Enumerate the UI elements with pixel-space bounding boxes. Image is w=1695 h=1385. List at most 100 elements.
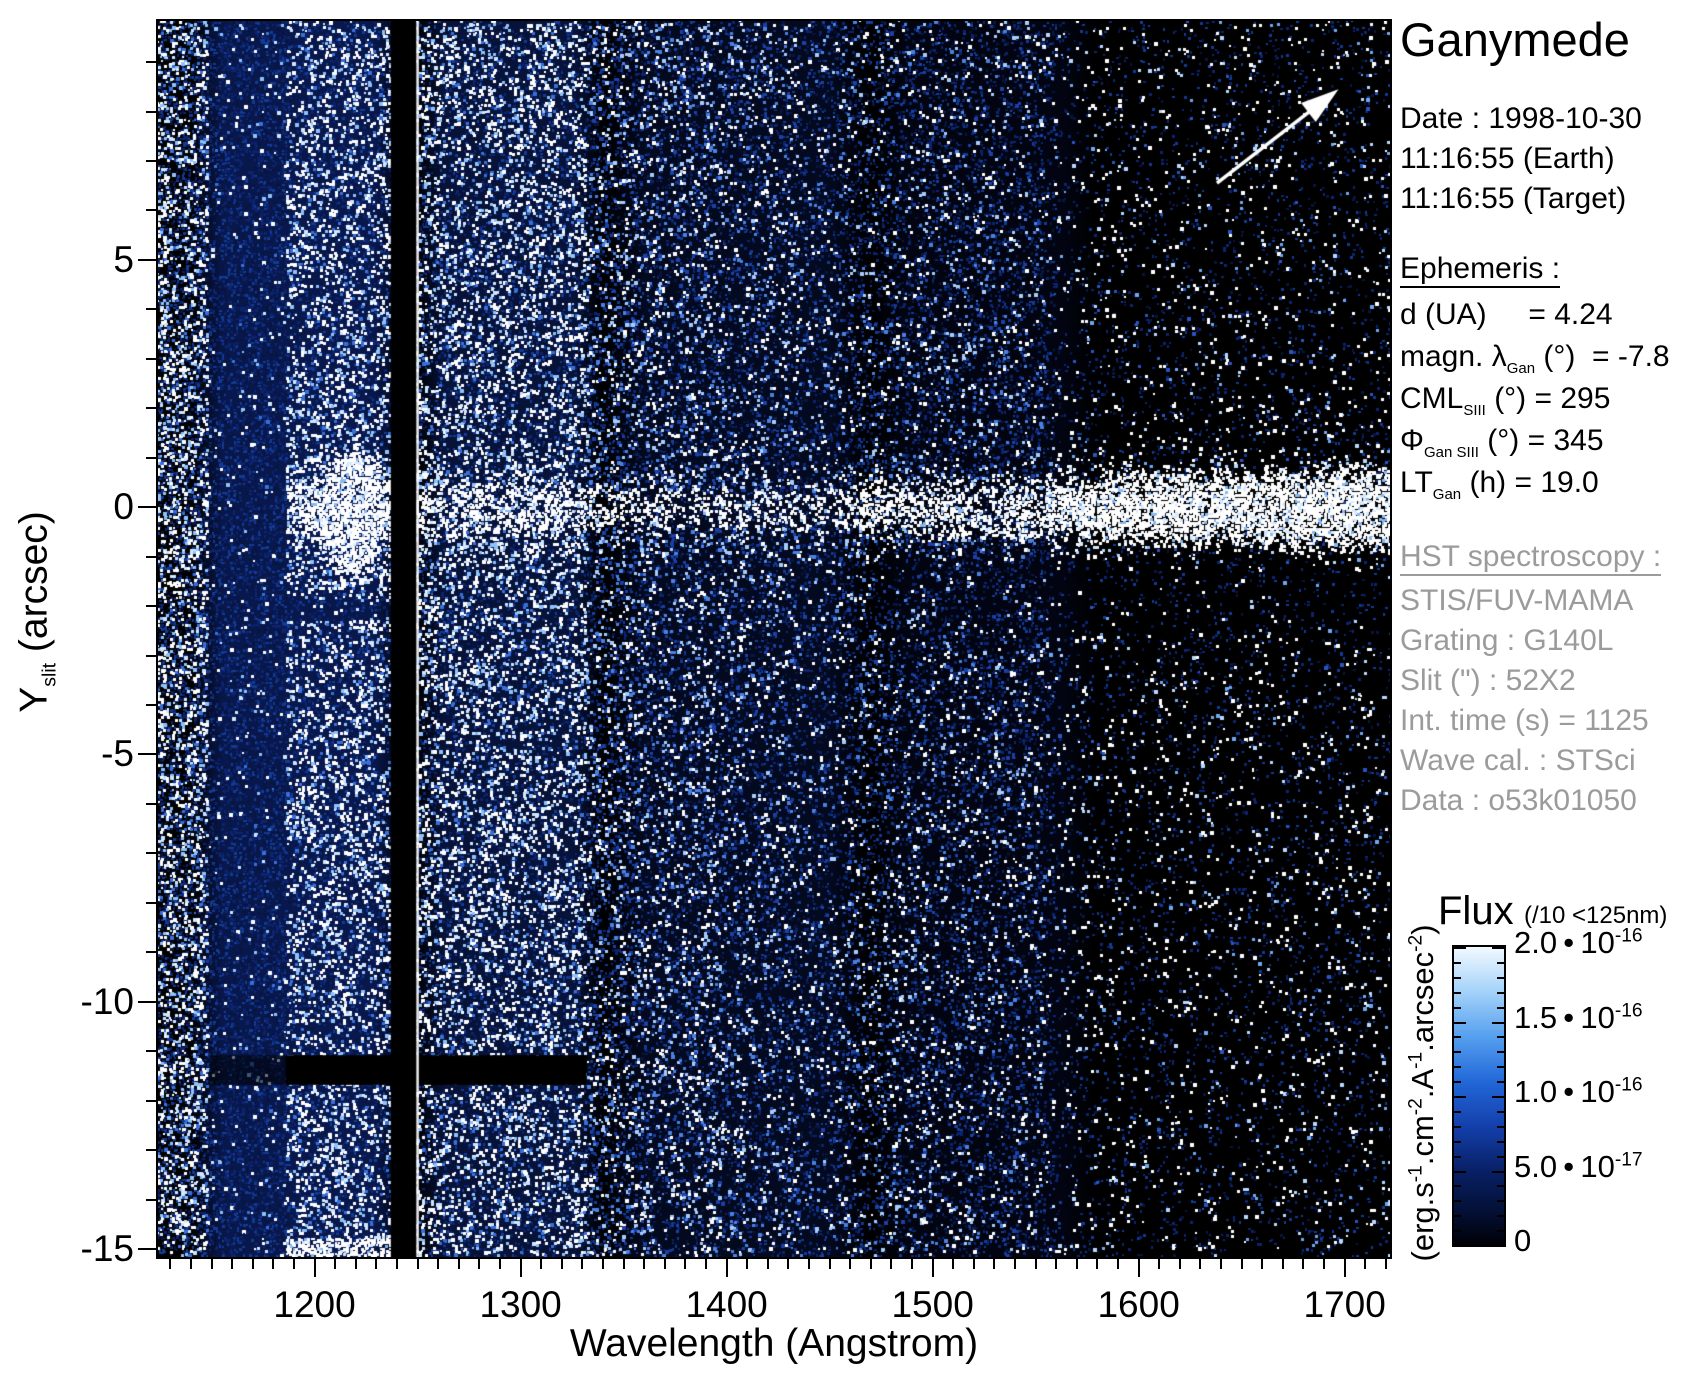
tick-mark [1199,1259,1202,1269]
spectral-plot-frame [156,19,1392,1259]
ephemeris-heading: Ephemeris : [1400,252,1561,288]
ephemeris-row: CMLSIII (°) = 295 [1400,382,1611,419]
colorbar-tick [1497,992,1504,994]
colorbar-tick [1454,1051,1461,1053]
colorbar [1452,945,1506,1247]
colorbar-tick [1454,1156,1461,1158]
tick-mark [146,654,156,657]
tick-mark [498,1259,501,1269]
hst-row: Grating : G140L [1400,624,1614,657]
tick-mark [1240,1259,1243,1269]
tick-mark [354,1259,357,1269]
tick-mark [146,852,156,855]
y-tick-label: 5 [113,238,134,280]
colorbar-tick [1492,1096,1504,1098]
hst-row: Int. time (s) = 1125 [1400,704,1649,737]
tick-mark [1178,1259,1181,1269]
colorbar-tick [1454,992,1461,994]
hst-row: Data : o53k01050 [1400,784,1637,817]
tick-mark [911,1259,914,1269]
tick-mark [146,456,156,459]
colorbar-tick [1454,1171,1466,1173]
tick-mark [146,1198,156,1201]
colorbar-note: (/10 <125nm) [1524,902,1668,929]
colorbar-tick [1497,1230,1504,1232]
tick-mark [146,159,156,162]
tick-mark [146,61,156,64]
tick-mark [746,1259,749,1269]
tick-mark [313,1259,316,1277]
tick-mark [1096,1259,1099,1269]
colorbar-tick-label: 0 [1514,1223,1532,1258]
y-tick-label: 0 [113,486,134,528]
colorbar-tick [1492,947,1504,949]
colorbar-tick [1497,1185,1504,1187]
tick-mark [457,1259,460,1269]
tick-mark [146,308,156,311]
x-tick-label: 1700 [1303,1284,1386,1325]
hst-row: STIS/FUV-MAMA [1400,584,1634,617]
colorbar-tick [1454,1081,1461,1083]
colorbar-title: Flux [1438,889,1514,933]
tick-mark [146,1099,156,1102]
tick-mark [189,1259,192,1269]
obs-target-time: 11:16:55 (Target) [1400,182,1627,215]
tick-mark [1137,1259,1140,1277]
tick-mark [622,1259,625,1269]
tick-mark [146,1050,156,1053]
tick-mark [849,1259,852,1269]
colorbar-tick [1454,1126,1461,1128]
colorbar-tick [1492,1022,1504,1024]
tick-mark [931,1259,934,1277]
spectral-image-canvas [158,21,1390,1257]
tick-mark [725,1259,728,1277]
x-axis-title: Wavelength (Angstrom) [569,1322,979,1365]
colorbar-tick [1497,1081,1504,1083]
colorbar-tick-label: 2.0 • 10-16 [1514,925,1643,960]
colorbar-tick [1454,1230,1461,1232]
tick-mark [602,1259,604,1269]
colorbar-tick [1454,1111,1461,1113]
page-title: Ganymede [1400,13,1630,66]
tick-mark [1302,1259,1305,1269]
colorbar-tick [1497,1200,1504,1202]
colorbar-tick [1497,1066,1504,1068]
colorbar-tick [1497,977,1504,979]
colorbar-tick [1454,1007,1461,1009]
tick-mark [1281,1259,1284,1269]
tick-mark [395,1259,398,1269]
colorbar-tick [1454,1200,1461,1202]
colorbar-tick [1454,1185,1461,1187]
tick-mark [169,1259,172,1269]
colorbar-tick [1497,1036,1504,1038]
colorbar-tick [1454,1243,1466,1245]
tick-mark [1055,1259,1058,1269]
tick-mark [210,1259,213,1269]
colorbar-tick [1497,1156,1504,1158]
tick-mark [1384,1259,1387,1269]
tick-mark [292,1259,295,1269]
tick-mark [1075,1259,1078,1269]
tick-mark [540,1259,543,1269]
tick-mark [519,1259,522,1277]
tick-mark [705,1259,707,1269]
tick-mark [416,1259,419,1269]
tick-mark [808,1259,811,1269]
colorbar-tick [1454,1036,1461,1038]
colorbar-tick [1497,962,1504,964]
x-tick-label: 1200 [273,1284,356,1325]
tick-mark [146,110,156,113]
y-tick-label: -15 [80,1228,134,1270]
tick-mark [334,1259,337,1269]
hst-heading: HST spectroscopy : [1400,540,1662,576]
y-tick-label: -10 [80,980,134,1022]
tick-mark [146,704,156,707]
tick-mark [869,1259,872,1269]
colorbar-tick-label: 5.0 • 10-17 [1514,1148,1643,1184]
colorbar-tick [1497,1051,1504,1053]
colorbar-tick [1492,1171,1504,1173]
tick-mark [146,209,156,212]
tick-mark [663,1259,666,1269]
tick-mark [146,802,156,805]
